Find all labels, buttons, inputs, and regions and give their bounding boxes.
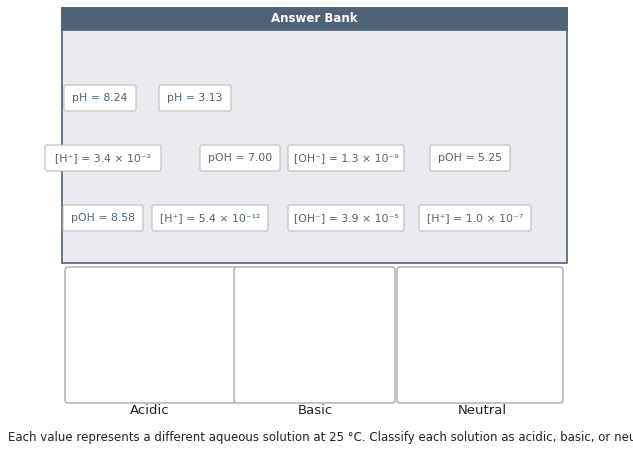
Text: Answer Bank: Answer Bank [272,12,358,25]
Text: Basic: Basic [298,404,332,416]
Text: pOH = 5.25: pOH = 5.25 [438,153,502,163]
Text: [OH⁻] = 1.3 × 10⁻⁹: [OH⁻] = 1.3 × 10⁻⁹ [294,153,398,163]
FancyBboxPatch shape [288,145,404,171]
Text: Each value represents a different aqueous solution at 25 °C. Classify each solut: Each value represents a different aqueou… [8,431,633,445]
FancyBboxPatch shape [159,85,231,111]
FancyBboxPatch shape [234,267,395,403]
FancyBboxPatch shape [152,205,268,231]
Text: pOH = 7.00: pOH = 7.00 [208,153,272,163]
Text: pH = 3.13: pH = 3.13 [167,93,223,103]
FancyBboxPatch shape [430,145,510,171]
FancyBboxPatch shape [397,267,563,403]
FancyBboxPatch shape [62,8,567,263]
FancyBboxPatch shape [63,205,143,231]
FancyBboxPatch shape [64,85,136,111]
Text: [OH⁻] = 3.9 × 10⁻⁵: [OH⁻] = 3.9 × 10⁻⁵ [294,213,398,223]
FancyBboxPatch shape [419,205,531,231]
Text: pH = 8.24: pH = 8.24 [72,93,128,103]
FancyBboxPatch shape [65,267,236,403]
Text: Acidic: Acidic [130,404,170,416]
FancyBboxPatch shape [288,205,404,231]
FancyBboxPatch shape [200,145,280,171]
FancyBboxPatch shape [45,145,161,171]
Text: [H⁺] = 5.4 × 10⁻¹²: [H⁺] = 5.4 × 10⁻¹² [160,213,260,223]
Text: Neutral: Neutral [458,404,506,416]
Text: pOH = 8.58: pOH = 8.58 [71,213,135,223]
FancyBboxPatch shape [62,8,567,30]
Text: [H⁺] = 3.4 × 10⁻²: [H⁺] = 3.4 × 10⁻² [55,153,151,163]
Text: [H⁺] = 1.0 × 10⁻⁷: [H⁺] = 1.0 × 10⁻⁷ [427,213,523,223]
